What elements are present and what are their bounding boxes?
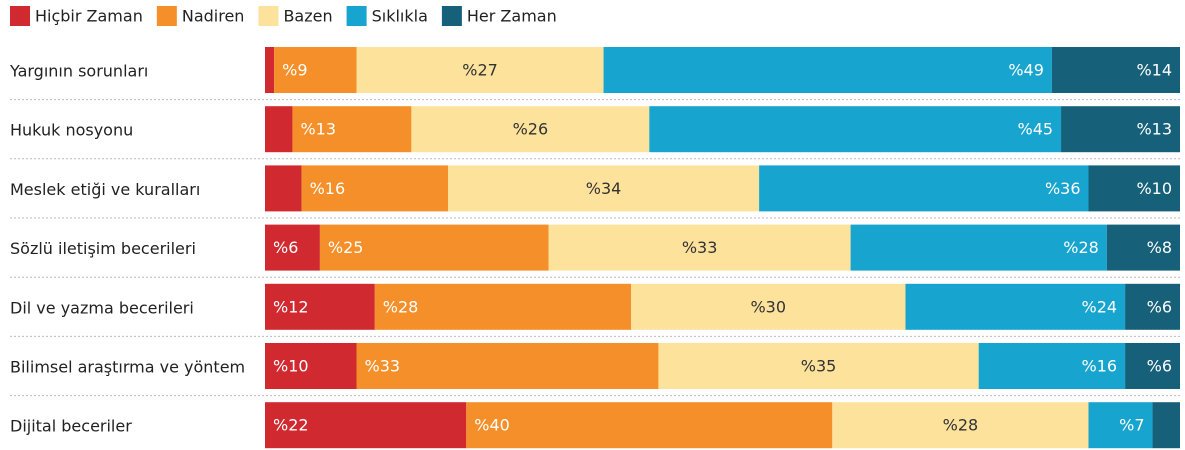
value-label: %9: [282, 61, 307, 80]
value-label: %6: [1147, 297, 1172, 316]
category-label: Sözlü iletişim becerileri: [10, 239, 196, 258]
value-label: %40: [474, 416, 510, 435]
bar-segment: [265, 283, 375, 330]
bar-segment: [374, 283, 631, 330]
value-label: %26: [513, 120, 549, 139]
legend-swatch: [346, 6, 367, 26]
bar-segment: [356, 47, 604, 93]
bar-segment: [1125, 343, 1180, 389]
value-label: %13: [300, 120, 336, 139]
value-label: %33: [682, 238, 718, 257]
value-label: %35: [801, 357, 837, 376]
legend-label: Her Zaman: [467, 7, 557, 26]
legend-swatch: [441, 6, 462, 26]
value-label: %10: [273, 357, 309, 376]
value-label: %13: [1136, 120, 1172, 139]
value-label: %30: [750, 297, 786, 316]
value-label: %45: [1017, 120, 1053, 139]
value-label: %33: [365, 357, 401, 376]
value-label: %22: [273, 416, 309, 435]
bar-segment: [265, 47, 275, 93]
value-label: %8: [1147, 238, 1172, 257]
bar-segment: [274, 47, 357, 93]
bar-segment: [265, 402, 467, 449]
bar-segment: [905, 283, 1126, 330]
legend-label: Sıklıkla: [372, 7, 428, 26]
value-label: %10: [1136, 179, 1172, 198]
bar-segment: [603, 47, 1052, 93]
bar-segment: [1152, 402, 1180, 449]
value-label: %36: [1045, 179, 1081, 198]
bar-segment: [1125, 283, 1180, 330]
bar-segment: [548, 224, 851, 271]
value-label: %25: [328, 238, 364, 257]
bar-segment: [1088, 402, 1153, 449]
bar-segment: [978, 343, 1126, 389]
legend-swatch: [258, 6, 279, 26]
value-label: %27: [462, 61, 498, 80]
legend-label: Hiçbir Zaman: [35, 7, 143, 26]
legend-swatch: [10, 6, 30, 26]
bar-segment: [265, 224, 320, 271]
legend-label: Nadiren: [182, 7, 245, 26]
bar-segment: [265, 343, 357, 389]
bar-segment: [319, 224, 549, 271]
bar-segment: [759, 165, 1089, 212]
bar-segment: [1061, 106, 1180, 153]
bar-segment: [649, 106, 1062, 153]
value-label: %24: [1082, 297, 1118, 316]
value-label: %28: [383, 297, 419, 316]
bar-segment: [1106, 224, 1180, 271]
value-label: %14: [1136, 61, 1172, 80]
value-label: %12: [273, 297, 309, 316]
value-label: %28: [1063, 238, 1099, 257]
value-label: %16: [310, 179, 346, 198]
bar-segment: [832, 402, 1089, 449]
bar-segment: [1088, 165, 1180, 212]
bar-segment: [850, 224, 1107, 271]
bar-segment: [631, 283, 906, 330]
value-label: %16: [1082, 357, 1118, 376]
bar-segment: [265, 165, 302, 212]
value-label: %6: [1147, 357, 1172, 376]
value-label: %49: [1008, 61, 1044, 80]
bar-segment: [292, 106, 412, 153]
category-label: Dil ve yazma becerileri: [10, 298, 194, 317]
category-label: Bilimsel araştırma ve yöntem: [10, 358, 245, 377]
category-label: Hukuk nosyonu: [10, 121, 133, 140]
category-label: Dijital beceriler: [10, 417, 132, 436]
category-label: Meslek etiği ve kuralları: [10, 180, 200, 199]
value-label: %6: [273, 238, 298, 257]
bar-segment: [448, 165, 760, 212]
category-label: Yargının sorunları: [9, 62, 148, 81]
bar-segment: [658, 343, 979, 389]
legend-swatch: [156, 6, 177, 26]
bar-segment: [466, 402, 833, 449]
legend-label: Bazen: [283, 7, 332, 26]
bar-segment: [1051, 47, 1180, 93]
value-label: %34: [586, 179, 622, 198]
bar-segment: [301, 165, 448, 212]
bar-segment: [411, 106, 650, 153]
bar-segment: [265, 106, 293, 153]
value-label: %7: [1119, 416, 1144, 435]
bar-segment: [356, 343, 659, 389]
value-label: %28: [943, 416, 979, 435]
